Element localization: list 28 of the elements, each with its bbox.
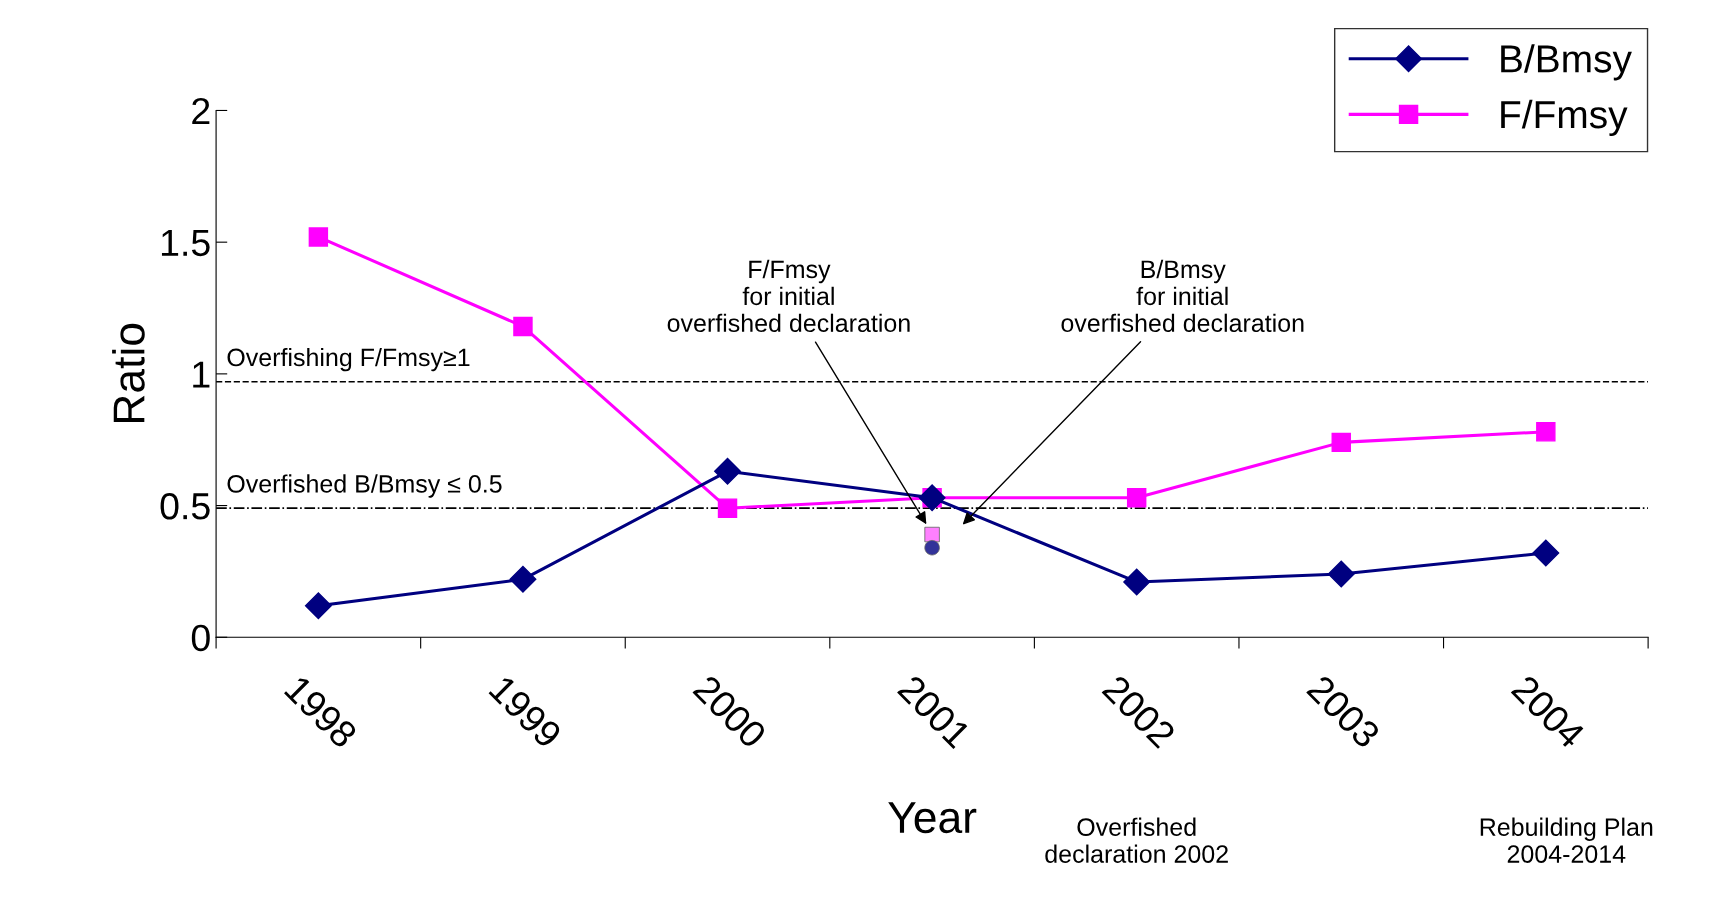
point xyxy=(714,457,741,485)
point xyxy=(1123,568,1151,596)
ref-line-label: Overfished B/Bmsy ≤ 0.5 xyxy=(227,474,502,498)
legend-label: B/Bmsy xyxy=(1501,44,1632,81)
y-tick-label: 1 xyxy=(193,361,210,388)
point xyxy=(1532,539,1560,567)
x-axis-title: Year xyxy=(888,802,977,834)
point xyxy=(304,592,332,620)
point xyxy=(509,565,537,593)
ref-line-label: Overfishing F/Fmsy≥1 xyxy=(227,347,470,372)
point xyxy=(308,227,329,247)
point xyxy=(513,316,533,337)
point xyxy=(1327,560,1355,588)
y-axis-title: Ratio xyxy=(112,323,145,423)
y-tick-label: 0.5 xyxy=(160,492,210,520)
annotation: F/Fmsy for initial overfished declaration xyxy=(667,259,910,333)
y-tick-label: 1.5 xyxy=(161,229,210,257)
legend-label: F/Fmsy xyxy=(1501,99,1628,137)
y-tick-label: 2 xyxy=(192,97,210,125)
text: Rebuilding Plan 2004-2014 xyxy=(1480,817,1653,863)
point xyxy=(918,484,946,512)
point xyxy=(1126,487,1147,508)
point xyxy=(1536,422,1556,442)
point xyxy=(717,498,738,518)
point xyxy=(1331,432,1351,453)
annotation: B/Bmsy for initial overfished declaration xyxy=(1061,259,1304,333)
text: Overfished declaration 2002 xyxy=(1045,817,1228,863)
y-tick-label: 0 xyxy=(191,624,210,652)
